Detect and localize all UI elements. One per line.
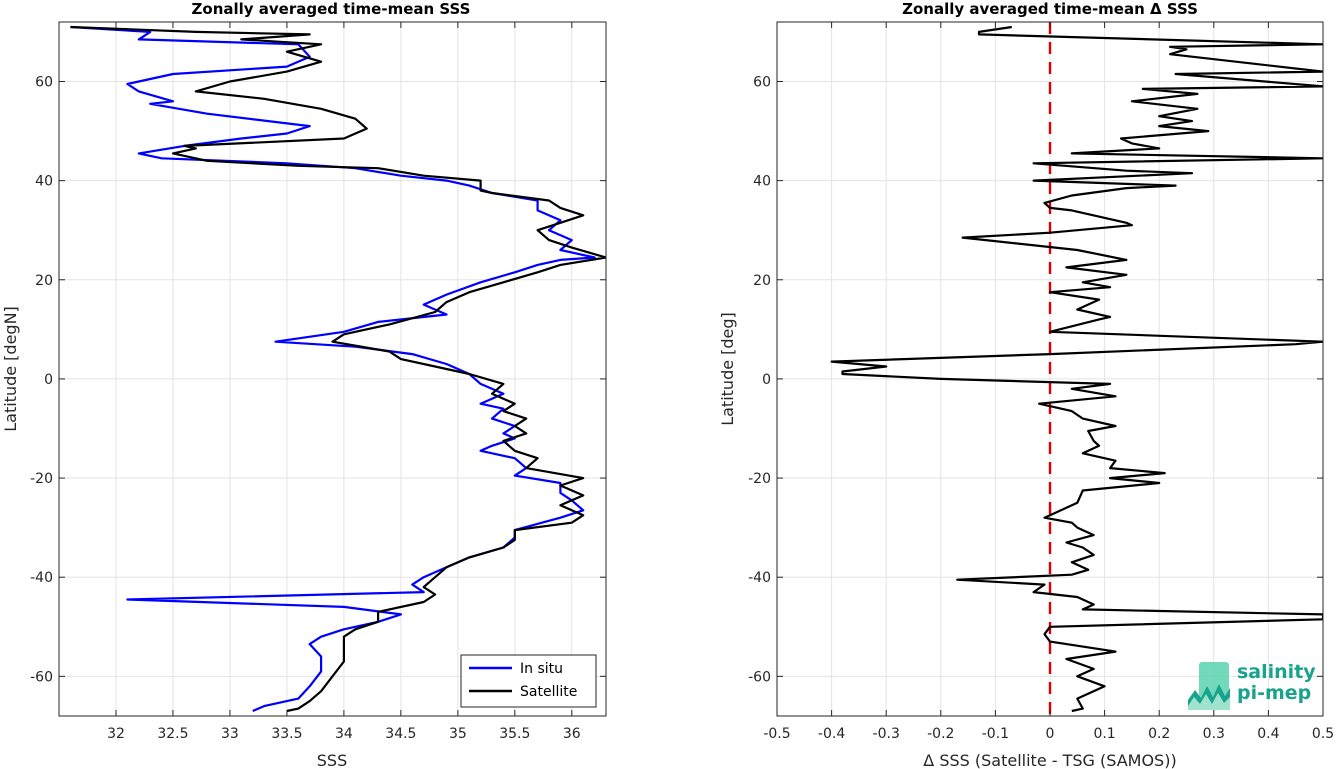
y-tick-label: 40: [35, 174, 53, 190]
legend-box: [460, 654, 597, 708]
y-tick-label: -40: [748, 570, 771, 586]
y-axis-label: Latitude [deg]: [718, 312, 737, 426]
y-tick-label: 20: [753, 273, 771, 289]
series-group: [830, 25, 1323, 713]
ticks: -0.5 -0.4 -0.3 -0.2 -0.1 0 0.1 0.2 0.3 0.4 0.5 -60 -…: [748, 22, 1334, 742]
x-tick-label: 0.4: [1257, 726, 1279, 742]
series-group: [70, 25, 606, 713]
y-tick-label: -60: [30, 669, 53, 685]
plot-frame: [58, 21, 607, 717]
x-tick-label: -0.3: [873, 726, 900, 742]
plot-background: [59, 22, 606, 716]
logo-text-line1: salinity: [1237, 661, 1316, 683]
legend-entry-satellite: Satellite: [520, 684, 577, 700]
x-tick-label: 35.5: [499, 726, 530, 742]
salinity-pi-mep-logo: salinity pi-mep: [1188, 661, 1316, 710]
y-tick-label: 60: [753, 74, 771, 90]
x-axis-label: SSS: [317, 751, 347, 769]
y-tick-label: 0: [44, 372, 53, 388]
sss-panel: Zonally averaged time-mean SSS 32 32.5 33 3…: [1, 0, 607, 769]
y-tick-label: -60: [748, 669, 771, 685]
series-line-satellite: [70, 25, 606, 713]
x-tick-label: 33.5: [271, 726, 302, 742]
x-tick-label: 0.1: [1093, 726, 1115, 742]
grid: [776, 22, 1324, 716]
x-tick-label: -0.5: [763, 726, 790, 742]
y-tick-label: -20: [30, 471, 53, 487]
x-tick-label: 34.5: [385, 726, 416, 742]
y-tick-label: 60: [35, 74, 53, 90]
x-tick-label: 0.2: [1148, 726, 1170, 742]
y-tick-label: 20: [35, 273, 53, 289]
x-tick-label: 32: [107, 726, 125, 742]
x-tick-label: 0: [1046, 726, 1055, 742]
x-tick-label: 32.5: [157, 726, 188, 742]
x-tick-label: 0.3: [1203, 726, 1225, 742]
x-tick-label: 0.5: [1312, 726, 1334, 742]
legend-entry-in-situ: In situ: [520, 661, 563, 677]
x-tick-label: 35: [449, 726, 467, 742]
delta-sss-line: [830, 25, 1323, 713]
x-tick-label: 36: [563, 726, 581, 742]
x-tick-label: -0.4: [818, 726, 845, 742]
y-tick-label: 40: [753, 174, 771, 190]
x-tick-label: 33: [221, 726, 239, 742]
legend: In situ Satellite: [460, 654, 597, 708]
y-tick-label: 0: [762, 372, 771, 388]
delta-sss-panel: Zonally averaged time-mean Δ SSS -0.5 -0.…: [718, 0, 1334, 769]
x-tick-label: -0.1: [982, 726, 1009, 742]
chart-title: Zonally averaged time-mean Δ SSS: [902, 0, 1198, 18]
logo-text-line2: pi-mep: [1237, 682, 1311, 704]
logo-mark: [1188, 662, 1230, 710]
chart-title: Zonally averaged time-mean SSS: [192, 0, 471, 18]
x-tick-label: 34: [335, 726, 353, 742]
y-axis-label: Latitude [degN]: [1, 306, 20, 432]
y-tick-label: -40: [30, 570, 53, 586]
y-tick-label: -20: [748, 471, 771, 487]
ticks: 32 32.5 33 33.5 34 34.5 35 35.5 36 -60 -40 -20 0 20 40…: [30, 22, 606, 742]
x-axis-label: Δ SSS (Satellite - TSG (SAMOS)): [923, 751, 1176, 769]
x-tick-label: -0.2: [927, 726, 954, 742]
